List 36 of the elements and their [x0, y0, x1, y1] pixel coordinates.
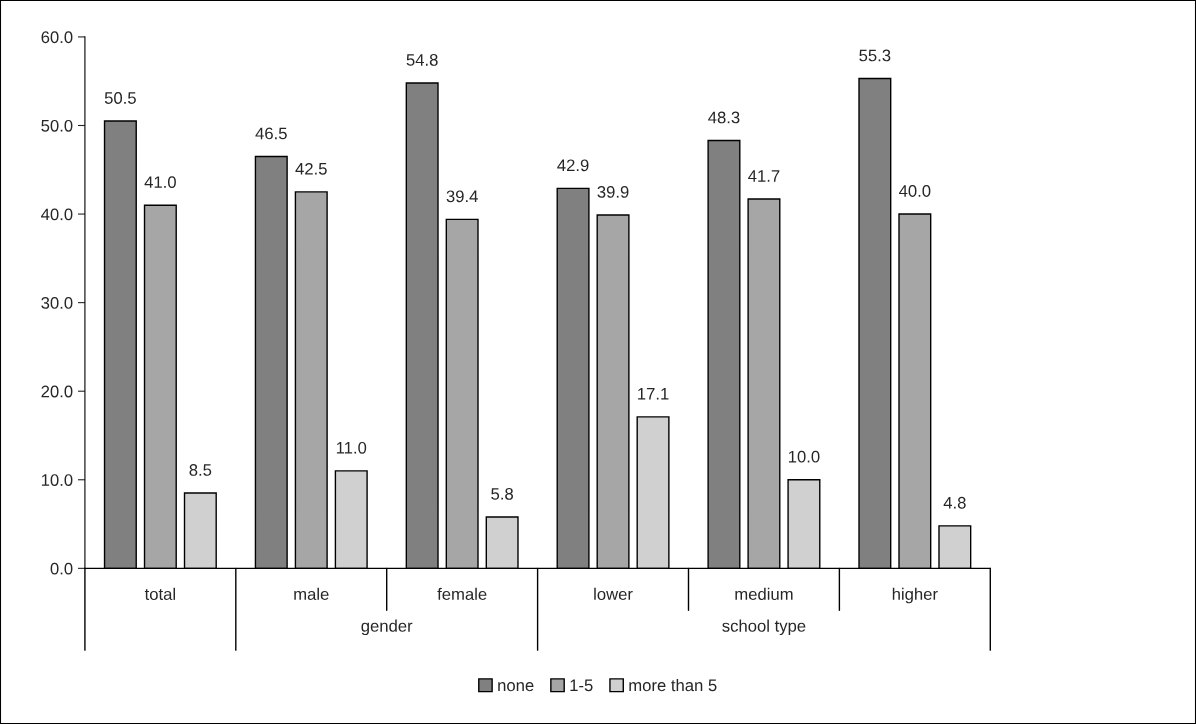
data-label: 17.1	[638, 388, 669, 400]
data-label: 41.7	[748, 170, 780, 182]
y-tick-label: 10.0	[41, 474, 73, 486]
y-tick-label: 50.0	[41, 119, 73, 132]
data-label: 41.0	[144, 176, 176, 189]
data-label: 48.3	[708, 111, 740, 124]
data-label: 46.5	[255, 127, 287, 140]
y-tick-label: 30.0	[41, 297, 73, 309]
x-tick-label: medium	[735, 587, 793, 601]
x-tick-label: higher	[892, 587, 938, 604]
data-label: 39.4	[446, 190, 478, 203]
data-label: 8.5	[189, 464, 212, 476]
data-label: 4.8	[943, 496, 966, 509]
data-label: 40.0	[899, 185, 931, 197]
data-label: 11.0	[336, 441, 367, 454]
data-label: 10.0	[788, 450, 820, 463]
data-label: 54.8	[406, 53, 438, 66]
y-tick-label: 0.0	[50, 562, 73, 575]
data-label: 50.5	[104, 92, 136, 104]
data-label: 42.5	[295, 162, 327, 175]
data-label: 55.3	[859, 49, 891, 62]
data-label: 5.8	[491, 487, 513, 500]
legend-label: more than 5	[629, 678, 717, 692]
text: gender	[361, 619, 413, 636]
x-tick-label: male	[294, 587, 329, 601]
text: school type	[722, 619, 806, 636]
y-tick-label: 40.0	[41, 208, 73, 221]
x-tick-label: female	[437, 587, 487, 601]
legend-label: 1-5	[570, 679, 593, 692]
legend-label: none	[498, 682, 534, 692]
y-tick-label: 60.0	[41, 31, 73, 44]
data-label: 42.9	[557, 159, 589, 172]
x-tick-label: lower	[594, 587, 633, 601]
x-tick-label: total	[144, 587, 175, 601]
data-label: 39.9	[597, 185, 629, 198]
y-tick-label: 20.0	[41, 385, 73, 398]
